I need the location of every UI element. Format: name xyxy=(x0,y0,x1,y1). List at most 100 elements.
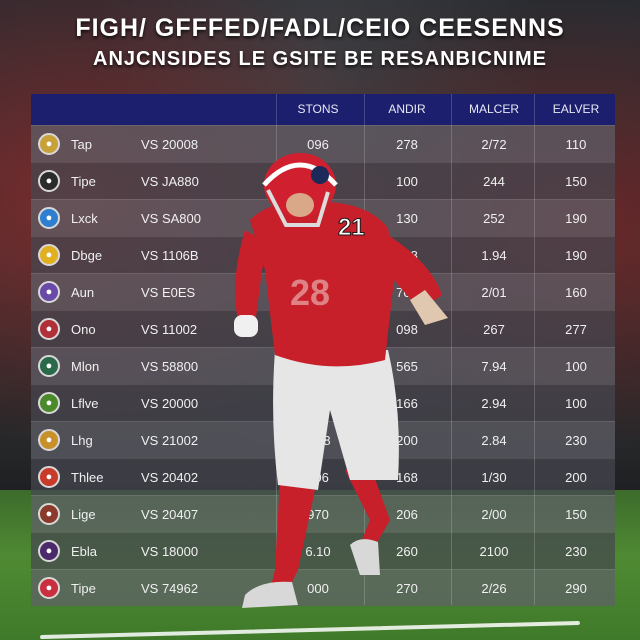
stat-4: 290 xyxy=(565,581,587,596)
table-row[interactable]: ● Tap VS 20008 096 278 2/72 110 xyxy=(31,125,615,162)
column-divider xyxy=(534,94,535,605)
stat-3: 2100 xyxy=(479,544,509,559)
team-name: Thlee xyxy=(71,470,104,485)
stat-3: 252 xyxy=(483,211,505,226)
stat-3: 2/26 xyxy=(481,581,507,596)
stat-4: 200 xyxy=(565,470,587,485)
stat-3: 2.84 xyxy=(481,433,507,448)
stat-2: 260 xyxy=(396,544,418,559)
matchup: VS 74962 xyxy=(141,581,199,596)
team-logo-icon: ● xyxy=(38,540,60,562)
table-row[interactable]: ● Lige VS 20407 970 206 2/00 150 xyxy=(31,495,615,532)
matchup: VS 20000 xyxy=(141,396,199,411)
team-name: Lhg xyxy=(71,433,93,448)
stat-3: 1.94 xyxy=(481,248,507,263)
matchup: VS E0ES xyxy=(141,285,196,300)
stat-2: 168 xyxy=(396,470,418,485)
stat-2: 130 xyxy=(396,211,418,226)
matchup: VS 20407 xyxy=(141,507,199,522)
stat-4: 110 xyxy=(565,137,587,152)
stat-3: 244 xyxy=(483,174,505,189)
player-jersey xyxy=(250,202,395,367)
stat-3: 1/30 xyxy=(481,470,507,485)
stat-3: 2.94 xyxy=(481,396,507,411)
player-right-sock xyxy=(345,465,390,555)
table-header: STONS ANDIR MALCER EALVER xyxy=(31,94,615,125)
stat-4: 230 xyxy=(565,544,587,559)
stat-2: 565 xyxy=(396,359,418,374)
stat-4: 160 xyxy=(565,285,587,300)
stat-2: 270 xyxy=(396,581,418,596)
matchup: VS 20008 xyxy=(141,137,199,152)
matchup: VS 20402 xyxy=(141,470,199,485)
stat-1: 970 xyxy=(307,507,329,522)
helmet-logo-icon xyxy=(311,166,329,184)
team-logo-icon: ● xyxy=(38,577,60,599)
team-logo-icon: ● xyxy=(38,170,60,192)
team-logo-icon: ● xyxy=(38,503,60,525)
team-name: Tap xyxy=(71,137,92,152)
stat-2: 200 xyxy=(396,433,418,448)
stat-2: 206 xyxy=(396,507,418,522)
yard-line xyxy=(40,620,580,640)
player-left-glove xyxy=(234,315,258,337)
stat-3: 7.94 xyxy=(481,359,507,374)
matchup: VS 58800 xyxy=(141,359,199,374)
stat-2: 166 xyxy=(396,396,418,411)
table-row[interactable]: ● Ebla VS 18000 6.10 260 2100 230 xyxy=(31,532,615,569)
team-name: Tipe xyxy=(71,581,96,596)
team-logo-icon: ● xyxy=(38,429,60,451)
player-pants xyxy=(273,350,399,490)
team-logo-icon: ● xyxy=(38,392,60,414)
column-header-3[interactable]: MALCER xyxy=(468,102,519,116)
stat-2: 278 xyxy=(396,137,418,152)
stat-4: 230 xyxy=(565,433,587,448)
stat-4: 150 xyxy=(565,174,587,189)
team-logo-icon: ● xyxy=(38,355,60,377)
stat-3: 2/00 xyxy=(481,507,507,522)
column-header-2[interactable]: ANDIR xyxy=(388,102,426,116)
jersey-number: 21 xyxy=(338,214,365,241)
player-right-arm xyxy=(380,230,442,310)
helmet-facemask xyxy=(266,189,330,227)
stat-4: 277 xyxy=(565,322,587,337)
team-logo-icon: ● xyxy=(38,281,60,303)
page-title: FIGH/ GFFFED/FADL/CEIO CEESENNS xyxy=(75,14,565,42)
matchup: VS 21002 xyxy=(141,433,199,448)
team-name: Ebla xyxy=(71,544,98,559)
team-name: Lflve xyxy=(71,396,99,411)
team-logo-icon: ● xyxy=(38,244,60,266)
team-name: Ono xyxy=(71,322,96,337)
team-name: Dbge xyxy=(71,248,103,263)
player-right-cleat xyxy=(350,539,380,575)
team-logo-icon: ● xyxy=(38,207,60,229)
team-logo-icon: ● xyxy=(38,133,60,155)
matchup: VS SA800 xyxy=(141,211,201,226)
matchup: VS 1106B xyxy=(141,248,199,263)
matchup: VS 18000 xyxy=(141,544,199,559)
team-name: Lige xyxy=(71,507,96,522)
column-header-4[interactable]: EALVER xyxy=(552,102,600,116)
player-right-forearm xyxy=(410,290,448,325)
page-subtitle: ANJCNSIDES LE GSITE BE RESANBICNIME xyxy=(93,48,547,70)
stat-4: 190 xyxy=(565,211,587,226)
column-header-1[interactable]: STONS xyxy=(297,102,339,116)
matchup: VS 11002 xyxy=(141,322,198,337)
helmet-stripe xyxy=(262,162,338,187)
stat-1: 000 xyxy=(307,581,329,596)
player-face xyxy=(286,193,314,217)
stat-3: 267 xyxy=(483,322,505,337)
stat-4: 190 xyxy=(565,248,587,263)
team-name: Mlon xyxy=(71,359,100,374)
team-name: Tipe xyxy=(71,174,96,189)
stat-4: 100 xyxy=(565,396,587,411)
stat-2: 098 xyxy=(396,322,418,337)
team-name: Aun xyxy=(71,285,95,300)
table-row[interactable]: ● Tipe VS 74962 000 270 2/26 290 xyxy=(31,569,615,606)
stat-1: 096 xyxy=(307,137,329,152)
matchup: VS JA880 xyxy=(141,174,199,189)
player-left-cleat xyxy=(242,581,298,608)
team-name: Lxck xyxy=(71,211,98,226)
stat-2: 100 xyxy=(396,174,418,189)
